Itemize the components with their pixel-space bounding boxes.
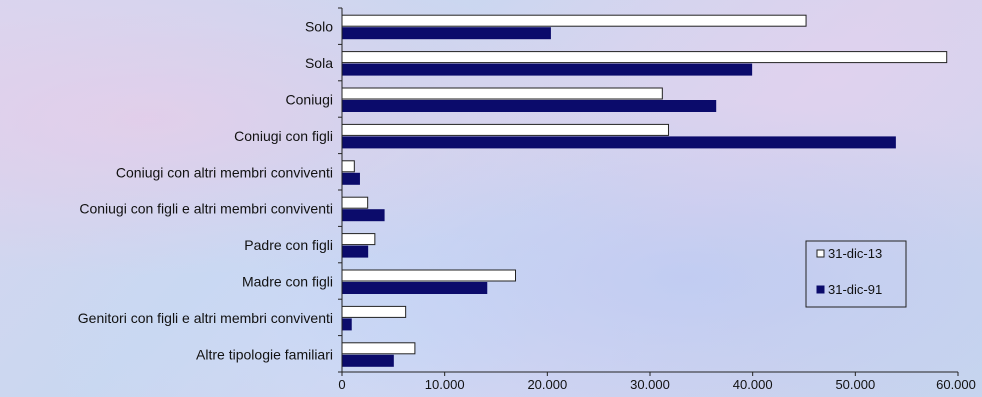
x-tick-label: 40.000: [733, 377, 773, 392]
bar-series-1: [341, 123, 669, 136]
category-label: Madre con figli: [242, 274, 333, 290]
legend-box: [805, 240, 907, 308]
category-labels: Solo Sola Coniugi Coniugi con figli Coniugi …: [78, 19, 333, 363]
bar-series-1: [341, 233, 376, 246]
bar-series-1: [341, 87, 663, 100]
bar-series-2: [341, 136, 896, 149]
category-label: Altre tipologie familiari: [196, 346, 333, 362]
category-label: Solo: [305, 19, 333, 35]
bar-series-2: [341, 245, 369, 258]
x-tick-label: 20.000: [527, 377, 567, 392]
bar-series-2: [341, 282, 488, 294]
bar-series-1: [341, 305, 407, 318]
category-label: Genitori con figli e altri membri conviv…: [78, 310, 333, 326]
bar-series-1: [341, 342, 416, 355]
x-ticks: 0 10.000 20.000 30.000 40.000 50.000 60.000: [338, 7, 976, 392]
bar-series-2: [341, 209, 385, 222]
bar-series-1: [341, 196, 369, 209]
category-label: Coniugi con figli: [234, 128, 333, 144]
category-label: Sola: [305, 55, 333, 71]
legend-swatch-series-1: [816, 249, 825, 258]
bar-series-1: [341, 160, 355, 173]
bar-series-1: [341, 51, 948, 64]
category-label: Coniugi con figli e altri membri convive…: [79, 201, 333, 217]
legend: 31-dic-13 31-dic-91: [805, 240, 907, 308]
legend-label-series-1: 31-dic-13: [828, 246, 882, 261]
category-label: Coniugi con altri membri conviventi: [116, 164, 333, 180]
x-tick-label: 0: [338, 377, 345, 392]
legend-label-series-2: 31-dic-91: [828, 282, 882, 297]
legend-swatch-series-2: [816, 285, 825, 294]
x-tick-label: 10.000: [425, 377, 465, 392]
bar-series-2: [341, 354, 394, 367]
bar-series-2: [341, 172, 360, 185]
bar-series-2: [341, 63, 753, 76]
bar-series-1: [341, 14, 807, 27]
x-tick-label: 30.000: [630, 377, 670, 392]
category-label: Coniugi: [286, 92, 333, 108]
category-label: Padre con figli: [244, 237, 333, 253]
bar-series-2: [341, 100, 717, 112]
x-tick-label: 60.000: [936, 377, 976, 392]
bar-series-1: [341, 269, 517, 282]
bars: [341, 14, 948, 367]
bar-series-2: [341, 27, 551, 40]
bar-series-2: [341, 318, 352, 331]
x-tick-label: 50.000: [835, 377, 875, 392]
